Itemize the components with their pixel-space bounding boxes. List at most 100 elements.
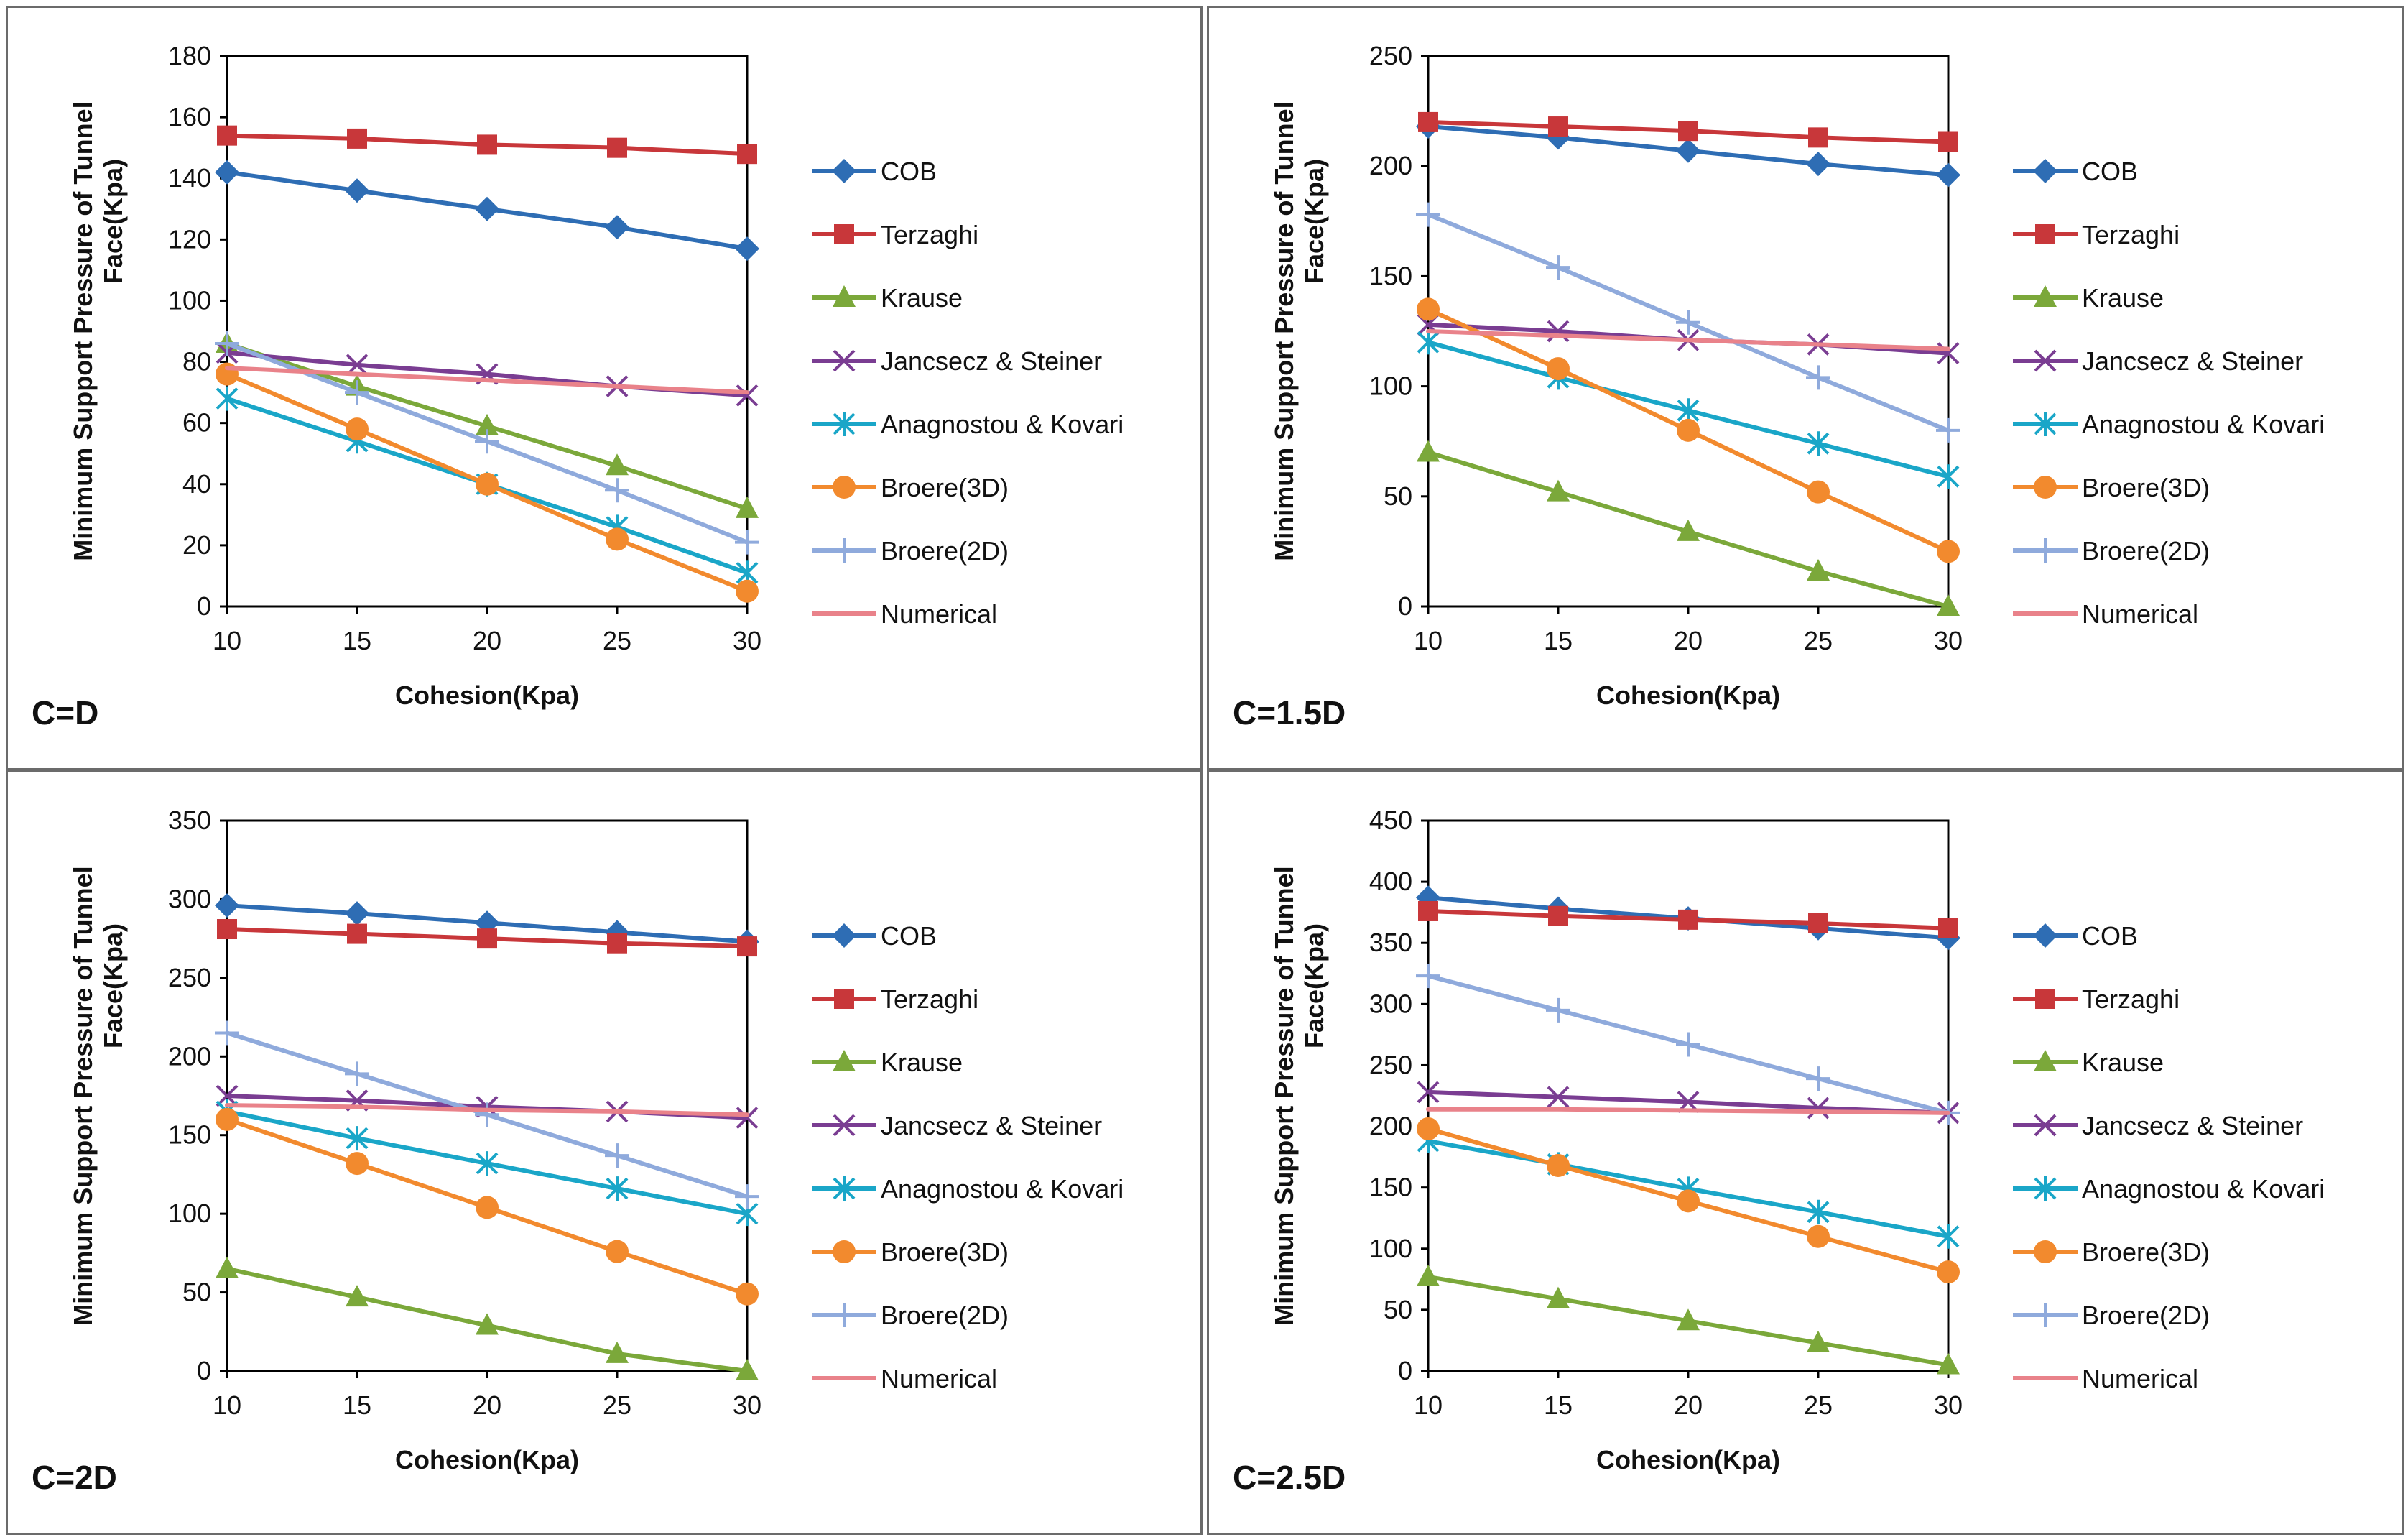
legend-marker [832, 923, 856, 948]
data-point-krause [606, 1341, 629, 1363]
legend-marker [833, 1050, 856, 1071]
data-point-broere-3d [346, 1152, 369, 1176]
x-axis-title: Cohesion(Kpa) [1596, 680, 1780, 710]
series-anagnostou-kovari [1417, 330, 1960, 489]
legend-item-anagnostou-kovari: Anagnostou & Kovari [812, 1174, 1124, 1204]
data-point-terzaghi [1548, 116, 1568, 137]
y-tick-label: 350 [1369, 928, 1412, 957]
data-point-broere-2d [1936, 417, 1960, 443]
data-point-jancsecz-steiner [1547, 1086, 1570, 1109]
legend-item-numerical: Numerical [812, 1364, 997, 1393]
y-tick-label: 250 [168, 963, 211, 992]
legend-marker [2033, 538, 2057, 563]
x-tick-label: 30 [1934, 626, 1963, 655]
legend-marker [2034, 349, 2057, 372]
legend-label: Anagnostou & Kovari [881, 1174, 1124, 1204]
legend-item-broere-3d: Broere(3D) [812, 473, 1009, 502]
data-point-jancsecz-steiner [1417, 1081, 1440, 1104]
data-point-broere-3d [1677, 418, 1700, 442]
data-point-cob [1676, 138, 1700, 163]
data-point-terzaghi [1808, 913, 1828, 933]
series-broere-3d [1417, 297, 1960, 563]
legend-marker [833, 285, 856, 307]
y-tick-label: 100 [168, 1199, 211, 1228]
legend-label: Broere(3D) [2082, 473, 2210, 502]
legend-marker [832, 159, 856, 183]
y-tick-label: 200 [1369, 151, 1412, 180]
legend-item-cob: COB [812, 157, 937, 186]
legend-label: Broere(2D) [881, 1301, 1009, 1330]
data-point-broere-3d [216, 1107, 239, 1131]
legend-label: Krause [2082, 1048, 2164, 1077]
legend-marker [834, 224, 854, 244]
legend-item-jancsecz-steiner: Jancsecz & Steiner [2013, 346, 2303, 376]
legend-item-broere-2d: Broere(2D) [812, 536, 1009, 566]
y-tick-label: 40 [182, 469, 211, 499]
y-tick-label: 50 [182, 1278, 211, 1307]
x-tick-label: 20 [1674, 1390, 1703, 1420]
legend-marker [832, 538, 856, 563]
y-tick-label: 50 [1384, 1295, 1412, 1324]
data-point-broere-2d [605, 1143, 629, 1168]
legend-marker [833, 1240, 856, 1263]
data-point-krause [476, 413, 499, 435]
data-point-broere-3d [476, 1196, 499, 1219]
chart-c-2d: 0 50 100 150 200 250 300 350 10 15 20 25 30 Cohesion(… [6, 770, 1203, 1535]
legend-item-jancsecz-steiner: Jancsecz & Steiner [812, 1111, 1102, 1140]
legend-marker [2034, 1240, 2057, 1263]
legend-item-terzaghi: Terzaghi [812, 220, 978, 249]
legend-item-anagnostou-kovari: Anagnostou & Kovari [2013, 410, 2325, 439]
data-point-terzaghi [347, 923, 367, 944]
chart-panel-c-d: 0 20 40 60 80 100 120 140 160 180 10 15 20 25 30 Cohesi… [6, 6, 1203, 770]
legend-label: Numerical [881, 599, 997, 629]
data-point-broere-3d [1677, 1189, 1700, 1213]
series-numerical [225, 366, 749, 395]
legend-label: Jancsecz & Steiner [881, 346, 1102, 376]
legend-label: Jancsecz & Steiner [881, 1111, 1102, 1140]
plot-area [226, 819, 749, 1372]
data-point-broere-2d [735, 530, 759, 555]
series-terzaghi [1418, 900, 1958, 938]
legend-marker [2035, 989, 2055, 1009]
legend-item-terzaghi: Terzaghi [2013, 220, 2180, 249]
legend-marker [2034, 412, 2057, 436]
x-tick-label: 20 [1674, 626, 1703, 655]
chart-c-2-5d: 0 50 100 150 200 250 300 350 400 450 10 15 20 25 30 Coh… [1207, 770, 2404, 1535]
data-point-broere-2d [215, 1020, 239, 1046]
legend-label: Broere(3D) [2082, 1237, 2210, 1267]
series-line-numerical [225, 366, 749, 395]
data-point-broere-3d [606, 1240, 629, 1263]
data-point-anagnostou-kovari [1937, 464, 1960, 489]
data-point-terzaghi [737, 936, 757, 957]
data-point-krause [1677, 1308, 1700, 1331]
series-numerical [225, 1103, 749, 1117]
data-point-jancsecz-steiner [216, 1084, 239, 1107]
data-point-terzaghi [1938, 918, 1958, 938]
y-tick-label: 350 [168, 806, 211, 835]
series-cob [215, 160, 759, 262]
data-point-broere-2d [1546, 255, 1570, 280]
data-point-broere-2d [1806, 365, 1830, 390]
data-point-anagnostou-kovari [1807, 431, 1830, 456]
y-axis-title-line2: Face(Kpa) [1300, 923, 1329, 1048]
x-tick-label: 30 [733, 1390, 761, 1420]
y-tick-label: 20 [182, 530, 211, 560]
legend-label: COB [2082, 157, 2138, 186]
panel-label: C=D [32, 694, 98, 731]
legend-item-anagnostou-kovari: Anagnostou & Kovari [2013, 1174, 2325, 1204]
y-tick-label: 200 [168, 1041, 211, 1071]
data-point-anagnostou-kovari [1417, 330, 1440, 355]
data-point-jancsecz-steiner [736, 384, 759, 407]
data-point-broere-3d [1417, 297, 1440, 321]
data-point-terzaghi [737, 144, 757, 165]
legend-label: Broere(2D) [2082, 1301, 2210, 1330]
chart-c-1-5d: 0 50 100 150 200 250 10 15 20 25 30 Cohesion(Kpa) Mi… [1207, 6, 2404, 770]
data-point-krause [1937, 1352, 1960, 1375]
legend-marker [833, 349, 856, 372]
data-point-broere-2d [1676, 1032, 1700, 1057]
legend-item-krause: Krause [812, 1048, 963, 1077]
legend-item-jancsecz-steiner: Jancsecz & Steiner [812, 346, 1102, 376]
legend-marker [2034, 1176, 2057, 1201]
x-tick-label: 20 [473, 1390, 501, 1420]
series-broere-3d [1417, 1117, 1960, 1284]
